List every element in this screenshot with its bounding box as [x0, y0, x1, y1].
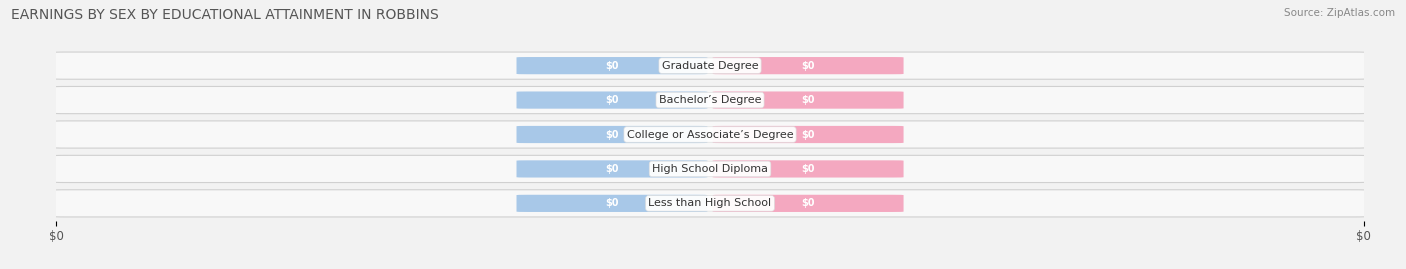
Text: $0: $0: [801, 198, 815, 208]
FancyBboxPatch shape: [516, 91, 707, 109]
FancyBboxPatch shape: [49, 121, 1371, 148]
Text: College or Associate’s Degree: College or Associate’s Degree: [627, 129, 793, 140]
FancyBboxPatch shape: [713, 160, 904, 178]
Text: Graduate Degree: Graduate Degree: [662, 61, 758, 71]
Text: Less than High School: Less than High School: [648, 198, 772, 208]
Text: Source: ZipAtlas.com: Source: ZipAtlas.com: [1284, 8, 1395, 18]
Text: $0: $0: [801, 129, 815, 140]
Text: $0: $0: [605, 164, 619, 174]
FancyBboxPatch shape: [49, 190, 1371, 217]
Text: $0: $0: [801, 164, 815, 174]
FancyBboxPatch shape: [713, 57, 904, 74]
Text: $0: $0: [605, 198, 619, 208]
FancyBboxPatch shape: [516, 57, 707, 74]
Text: EARNINGS BY SEX BY EDUCATIONAL ATTAINMENT IN ROBBINS: EARNINGS BY SEX BY EDUCATIONAL ATTAINMEN…: [11, 8, 439, 22]
Text: Bachelor’s Degree: Bachelor’s Degree: [659, 95, 761, 105]
Text: $0: $0: [801, 61, 815, 71]
FancyBboxPatch shape: [516, 126, 707, 143]
FancyBboxPatch shape: [713, 195, 904, 212]
FancyBboxPatch shape: [49, 86, 1371, 114]
Text: $0: $0: [605, 61, 619, 71]
FancyBboxPatch shape: [713, 126, 904, 143]
FancyBboxPatch shape: [713, 91, 904, 109]
FancyBboxPatch shape: [516, 160, 707, 178]
Text: High School Diploma: High School Diploma: [652, 164, 768, 174]
FancyBboxPatch shape: [49, 52, 1371, 79]
FancyBboxPatch shape: [516, 195, 707, 212]
Text: $0: $0: [801, 95, 815, 105]
Text: $0: $0: [605, 129, 619, 140]
Text: $0: $0: [605, 95, 619, 105]
FancyBboxPatch shape: [49, 155, 1371, 183]
